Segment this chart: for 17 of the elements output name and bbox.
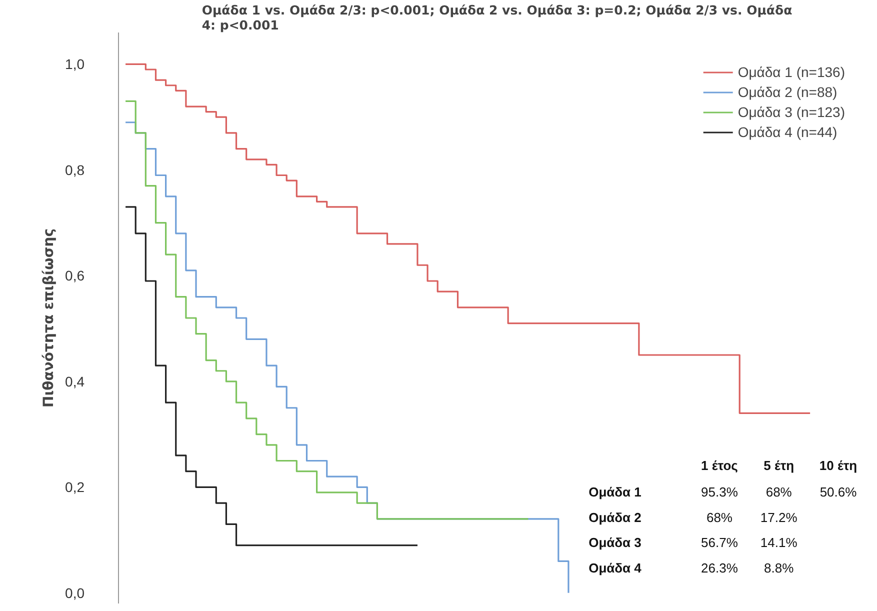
y-tick-label: 0,6 xyxy=(65,268,85,284)
y-tick-label: 0,8 xyxy=(65,162,85,178)
legend-label: Ομάδα 2 (n=88) xyxy=(738,84,838,100)
y-tick-label: 1,0 xyxy=(65,56,85,72)
legend-label: Ομάδα 4 (n=44) xyxy=(738,124,838,140)
y-tick-label: 0,0 xyxy=(65,584,85,601)
text: Ομάδα 4 26.3% 8.8% xyxy=(588,560,794,576)
text: 1 έτος 5 έτη 10 έτη xyxy=(701,458,858,474)
text: Ομάδα 3 56.7% 14.1% xyxy=(588,535,798,550)
y-tick-label: 0,4 xyxy=(65,373,85,390)
legend-label: Ομάδα 3 (n=123) xyxy=(738,104,845,120)
chart-title: Ομάδα 1 vs. Ομάδα 2/3: p<0.001; Ομάδα 2 vs. Ομάδα 3: p=0.2; Ομάδα 2/3 vs. Ομάδα 4: p<0.001 xyxy=(202,2,793,32)
text: Ομάδα 2 68% 17.2% xyxy=(588,510,798,525)
y-axis-title: Πιθανότητα επιβίωσης xyxy=(41,228,58,408)
text: Ομάδα 1 95.3% 68% 50.6% xyxy=(588,484,857,500)
y-tick-label: 0,2 xyxy=(65,479,85,496)
legend-label: Ομάδα 1 (n=136) xyxy=(738,64,845,80)
